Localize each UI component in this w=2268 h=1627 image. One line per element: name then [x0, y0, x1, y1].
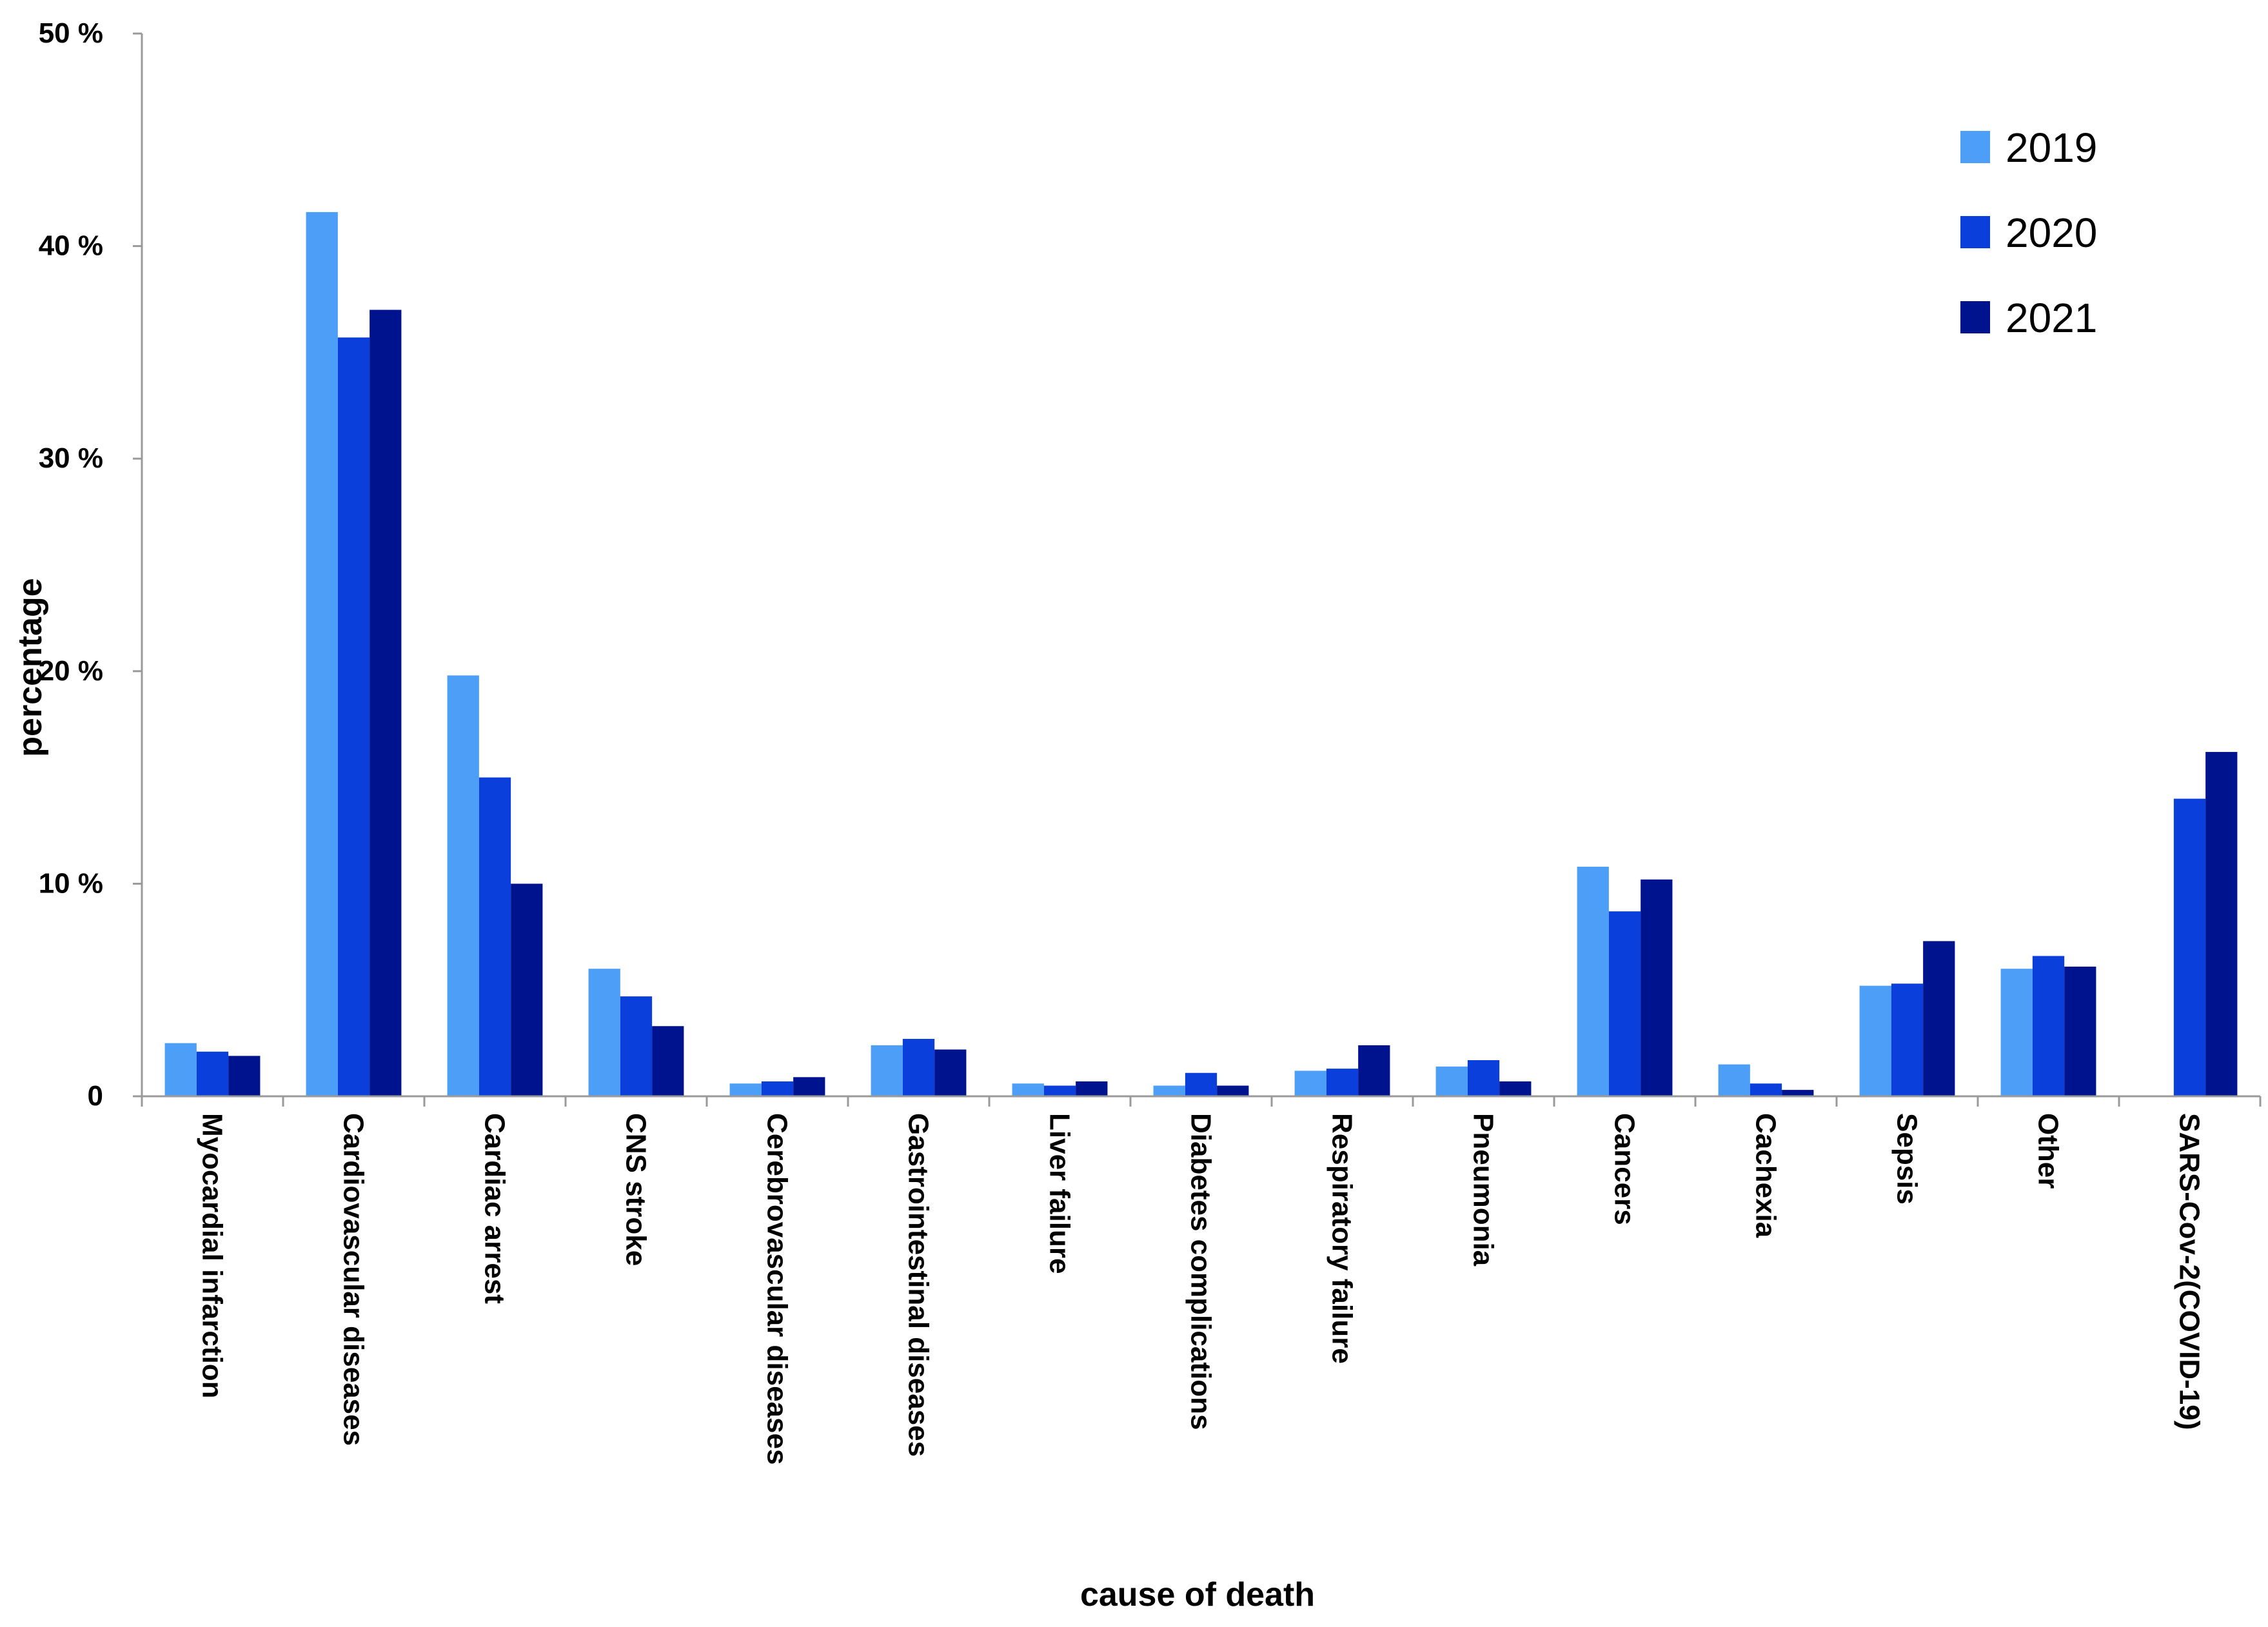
bar-2019-other — [2000, 969, 2033, 1096]
bar-2020-myocardial-infarction — [196, 1051, 229, 1096]
bar-2021-cerebrovascular-diseases — [793, 1077, 825, 1096]
bar-2019-cerebrovascular-diseases — [729, 1083, 762, 1096]
y-tick-label: 50 % — [39, 17, 103, 49]
bar-2021-cachexia — [1782, 1090, 1814, 1096]
category-label: Myocardial infarction — [197, 1113, 228, 1399]
bar-2021-gastrointestinal-diseases — [934, 1049, 967, 1096]
bar-2020-respiratory-failure — [1326, 1069, 1359, 1096]
category-label: Cardiac arrest — [479, 1113, 511, 1304]
y-tick-label: 0 — [88, 1080, 103, 1112]
category-label: Liver failure — [1044, 1113, 1076, 1274]
category-label: Cerebrovascular diseases — [762, 1113, 793, 1464]
bar-2020-cachexia — [1750, 1083, 1782, 1096]
category-label: Sepsis — [1891, 1113, 1923, 1205]
bar-2019-gastrointestinal-diseases — [871, 1045, 903, 1096]
legend-label-2021: 2021 — [2006, 295, 2097, 341]
bar-2020-gastrointestinal-diseases — [902, 1039, 935, 1096]
bar-2019-myocardial-infarction — [164, 1043, 197, 1096]
bar-2021-sars-cov-2-covid-19 — [2205, 752, 2238, 1096]
bar-2020-liver-failure — [1043, 1085, 1076, 1096]
y-tick-label: 20 % — [39, 655, 103, 687]
bar-2019-respiratory-failure — [1294, 1070, 1326, 1096]
y-tick-label: 40 % — [39, 230, 103, 262]
bar-2019-liver-failure — [1012, 1083, 1044, 1096]
y-tick-label: 10 % — [39, 867, 103, 899]
bar-2020-sepsis — [1891, 983, 1924, 1096]
bar-2021-cardiovascular-diseases — [370, 310, 402, 1097]
y-tick-label: 30 % — [39, 442, 103, 474]
legend-swatch-2021 — [1960, 301, 1990, 333]
category-label: Cancers — [1609, 1113, 1641, 1225]
bar-2020-diabetes-complications — [1185, 1072, 1218, 1096]
bar-2019-diabetes-complications — [1153, 1085, 1185, 1096]
legend-swatch-2020 — [1960, 216, 1990, 248]
bar-2020-other — [2032, 956, 2065, 1096]
x-axis-title: cause of death — [1080, 1576, 1315, 1613]
bar-2021-pneumonia — [1499, 1081, 1532, 1096]
bar-2021-cancers — [1641, 879, 1673, 1096]
bar-2020-cerebrovascular-diseases — [761, 1081, 794, 1096]
category-label: CNS stroke — [620, 1113, 652, 1266]
category-label: Respiratory failure — [1326, 1113, 1358, 1364]
bar-2019-sepsis — [1859, 985, 1891, 1096]
bar-2021-respiratory-failure — [1358, 1045, 1390, 1096]
bar-2020-cardiac-arrest — [478, 777, 511, 1096]
bar-2021-liver-failure — [1076, 1081, 1108, 1096]
bar-2021-other — [2064, 966, 2096, 1096]
bars — [164, 212, 2238, 1097]
legend-swatch-2019 — [1960, 131, 1990, 163]
legend: 2019 2020 2021 — [1960, 124, 2097, 341]
bar-2019-pneumonia — [1435, 1066, 1468, 1096]
bar-2021-sepsis — [1923, 941, 1955, 1096]
bar-2020-cns-stroke — [620, 996, 653, 1096]
bar-2020-cardiovascular-diseases — [337, 337, 370, 1096]
x-axis-ticks — [141, 1096, 2262, 1107]
legend-label-2020: 2020 — [2006, 210, 2097, 256]
category-label: Cachexia — [1750, 1113, 1782, 1238]
bar-2019-cns-stroke — [588, 969, 620, 1096]
category-label: Pneumonia — [1468, 1113, 1499, 1267]
category-label: Diabetes complications — [1185, 1113, 1217, 1430]
bar-2021-diabetes-complications — [1217, 1085, 1249, 1096]
bar-2019-cardiac-arrest — [447, 675, 479, 1096]
category-label: SARS-Cov-2(COVID-19) — [2174, 1113, 2205, 1430]
bar-2019-cachexia — [1718, 1064, 1750, 1096]
legend-label-2019: 2019 — [2006, 124, 2097, 171]
category-label: Other — [2033, 1113, 2064, 1188]
bar-2020-pneumonia — [1467, 1060, 1500, 1096]
bar-2020-sars-cov-2-covid-19 — [2173, 798, 2206, 1096]
bar-2020-cancers — [1608, 911, 1641, 1096]
bar-2021-cns-stroke — [652, 1026, 684, 1096]
y-axis-title: percentage — [12, 578, 49, 756]
bar-2021-myocardial-infarction — [228, 1056, 261, 1096]
x-axis-category-labels: Myocardial infarction Cardiovascular dise… — [197, 1113, 2205, 1464]
bar-2019-cancers — [1577, 867, 1609, 1096]
category-label: Cardiovascular diseases — [338, 1113, 370, 1446]
y-axis-ticks: 0 10 % 20 % 30 % 40 % 50 % — [39, 17, 142, 1112]
category-label: Gastrointestinal diseases — [903, 1113, 934, 1457]
bar-2019-cardiovascular-diseases — [306, 212, 338, 1096]
bar-2021-cardiac-arrest — [511, 883, 543, 1096]
